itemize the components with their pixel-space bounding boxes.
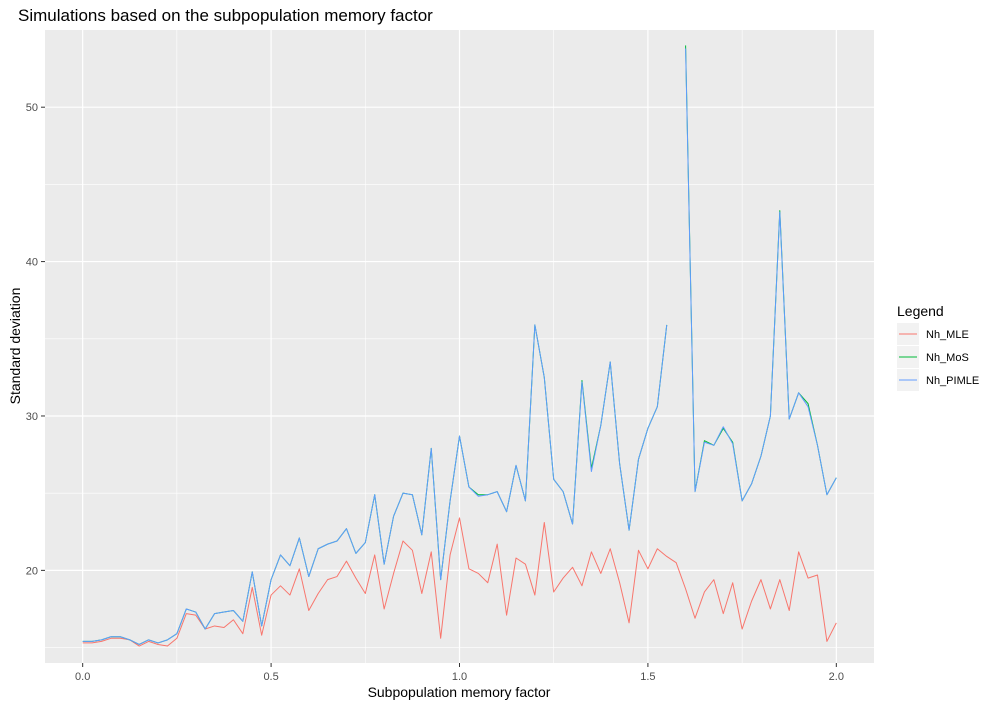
legend-label: Nh_MLE [926, 329, 969, 341]
x-axis-title: Subpopulation memory factor [368, 684, 551, 700]
series-line-nh-pimle [82, 48, 837, 645]
legend-label: Nh_PIMLE [926, 375, 979, 387]
x-axis-ticks: 0.0 0.5 1.0 1.5 2.0 [75, 663, 844, 683]
x-tick-label: 1.5 [640, 671, 655, 683]
grid-lines [45, 30, 874, 663]
y-tick-label: 40 [26, 257, 38, 269]
legend-title: Legend [897, 303, 944, 319]
y-tick-label: 20 [26, 565, 38, 577]
legend-label: Nh_MoS [926, 352, 969, 364]
x-tick-label: 1.0 [452, 671, 467, 683]
series-lines [82, 45, 837, 647]
y-tick-label: 30 [26, 411, 38, 423]
legend: Legend Nh_MLE Nh_MoS Nh_PIMLE [897, 303, 979, 391]
y-axis-ticks: 20 30 40 50 [26, 102, 45, 577]
x-tick-label: 2.0 [829, 671, 844, 683]
chart-title: Simulations based on the subpopulation m… [18, 6, 433, 25]
x-tick-label: 0.5 [263, 671, 278, 683]
series-line-nh-mle [82, 517, 837, 647]
x-tick-label: 0.0 [75, 671, 90, 683]
y-axis-title: Standard deviation [7, 288, 23, 405]
y-tick-label: 50 [26, 102, 38, 114]
